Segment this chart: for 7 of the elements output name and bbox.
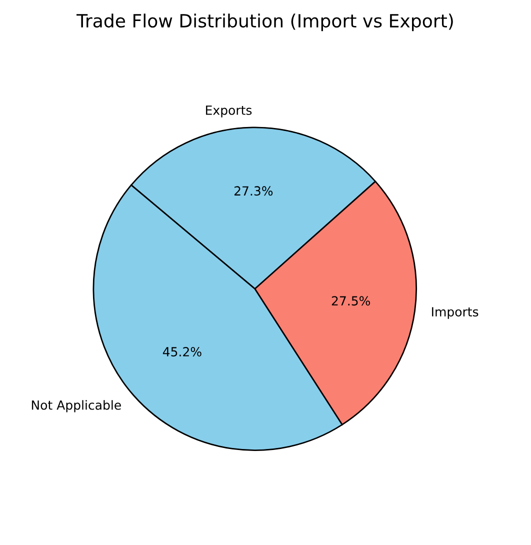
slice-label: Exports — [206, 106, 252, 118]
data-label: 45.2% — [162, 347, 202, 356]
slice-label: Imports — [432, 307, 478, 319]
data-label: 27.5% — [332, 296, 370, 306]
chart-title: Trade Flow Distribution (Import vs Export) — [76, 14, 453, 32]
slice-label: Not Applicable — [32, 400, 121, 412]
data-label: 27.3% — [234, 186, 273, 196]
